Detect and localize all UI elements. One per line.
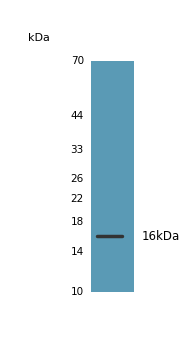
Text: 33: 33 [71,146,84,155]
Text: 70: 70 [71,56,84,66]
Text: 18: 18 [71,217,84,227]
Text: 22: 22 [71,193,84,204]
Text: kDa: kDa [27,33,49,43]
Text: 16kDa: 16kDa [142,230,180,243]
Text: 10: 10 [71,287,84,297]
Text: 14: 14 [71,247,84,257]
Text: 26: 26 [71,174,84,184]
Text: 44: 44 [71,111,84,121]
